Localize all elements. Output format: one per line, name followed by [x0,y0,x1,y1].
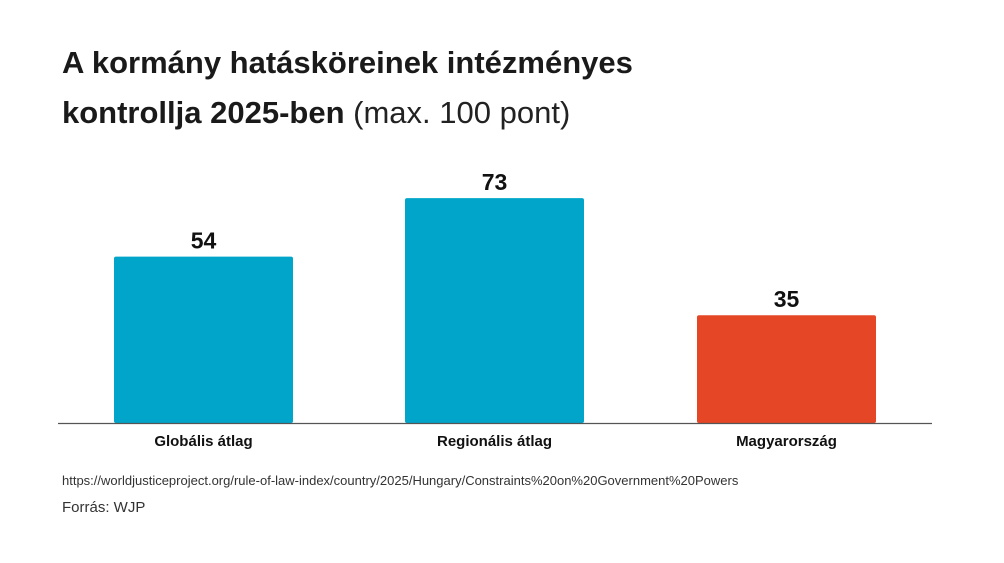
source-url: https://worldjusticeproject.org/rule-of-… [62,473,739,488]
category-label-2: Magyarország [736,433,837,450]
bar-1 [405,198,584,423]
bar-0 [114,256,293,423]
data-label-1: 73 [482,169,508,195]
title-line-2-light: (max. 100 pont) [353,95,571,130]
category-label-0: Globális átlag [154,433,252,450]
title-line-2-bold: kontrollja 2025-ben [62,95,345,130]
data-label-0: 54 [191,228,217,254]
bar-2 [697,315,876,423]
chart-title: A kormány hatásköreinek intézményes kont… [62,38,633,138]
data-label-2: 35 [774,286,800,312]
category-label-1: Regionális átlag [437,433,552,450]
title-line-1: A kormány hatásköreinek intézményes [62,45,633,80]
source-label: Forrás: WJP [62,499,146,516]
